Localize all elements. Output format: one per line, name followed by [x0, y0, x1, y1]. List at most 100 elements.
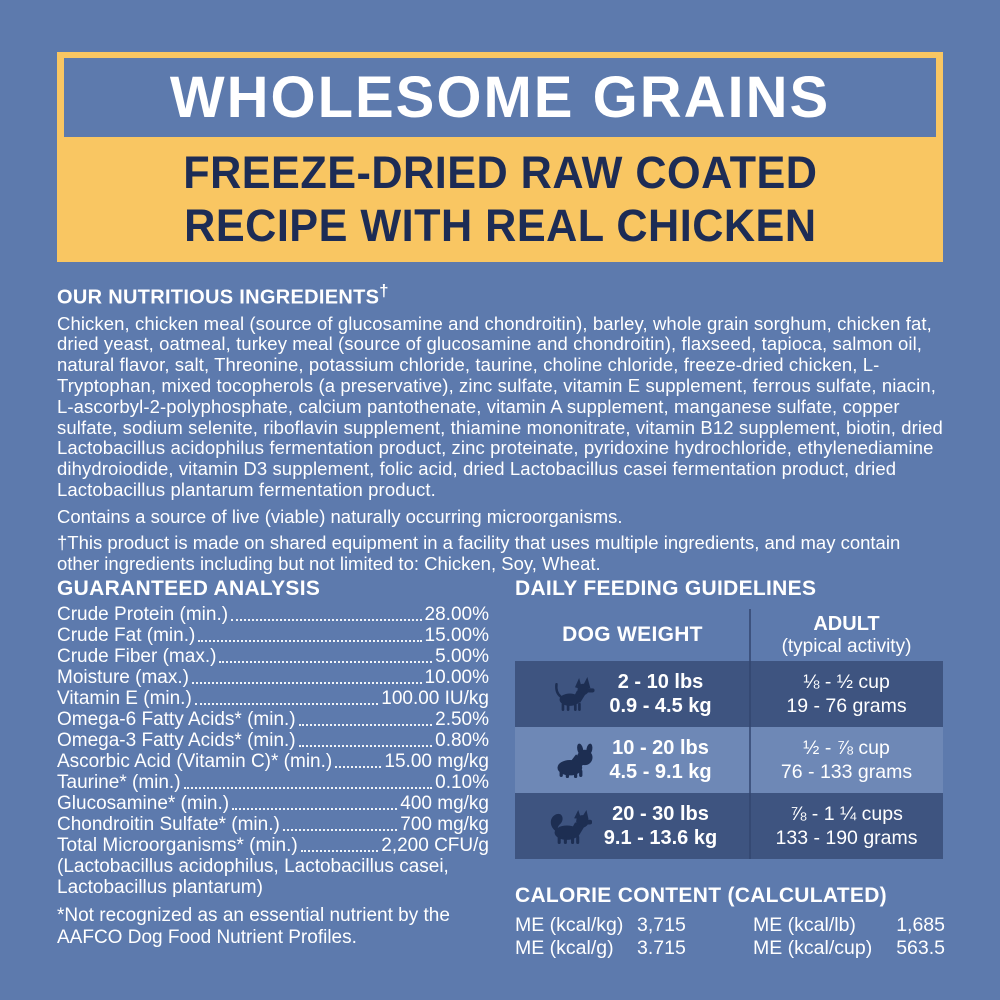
amount-grams: 76 - 133 grams [780, 761, 913, 783]
calorie-label: ME (kcal/cup) [753, 936, 873, 959]
weight-lbs: 20 - 30 lbs [612, 803, 709, 825]
leader-dots [232, 808, 398, 810]
leader-dots [298, 745, 433, 747]
calorie-grid: ME (kcal/kg) 3,715 ME (kcal/lb) 1,685 ME (… [515, 914, 945, 959]
guaranteed-analysis-heading: GUARANTEED ANALYSIS [57, 577, 321, 600]
weight-kg: 0.9 - 4.5 kg [609, 695, 712, 717]
leader-dots [282, 829, 398, 831]
nutrient-value: 10.00% [424, 667, 489, 688]
calorie-content-section: CALORIE CONTENT (CALCULATED) ME (kcal/kg… [515, 884, 945, 959]
nutrient-value: 400 mg/kg [400, 793, 489, 814]
banner-subtitle-line1: FREEZE-DRIED RAW COATED [182, 147, 818, 198]
table-row: 20 - 30 lbs 9.1 - 13.6 kg ⅞ - 1 ¼ cups 1… [515, 793, 943, 859]
table-row: Ascorbic Acid (Vitamin C)* (min.) 15.00 m… [57, 751, 489, 772]
weight-kg: 9.1 - 13.6 kg [603, 827, 718, 849]
adult-header-label: ADULT [813, 612, 880, 635]
amount-cups: ⅛ - ½ cup [803, 671, 890, 693]
ingredients-heading: OUR NUTRITIOUS INGREDIENTS† [57, 281, 947, 310]
table-row: 2 - 10 lbs 0.9 - 4.5 kg ⅛ - ½ cup 19 - 7… [515, 661, 943, 727]
weight-lbs: 2 - 10 lbs [617, 671, 704, 693]
nutrient-label: Omega-6 Fatty Acids* (min.) [57, 709, 296, 730]
amount-grams: 19 - 76 grams [786, 695, 907, 717]
nutrient-value: 28.00% [424, 604, 489, 625]
adult-header-sublabel: (typical activity) [781, 635, 912, 657]
french-bulldog-icon [557, 743, 593, 778]
weight-cell: 2 - 10 lbs 0.9 - 4.5 kg [515, 661, 750, 727]
dog-weight-header: DOG WEIGHT [515, 609, 750, 661]
feeding-table: DOG WEIGHT ADULT (typical activity) [515, 609, 943, 859]
nutrient-label: Taurine* (min.) [57, 772, 181, 793]
calorie-entry: ME (kcal/lb) 1,685 [753, 914, 945, 937]
viable-microorganisms-note: Contains a source of live (viable) natur… [57, 505, 623, 527]
nutrient-value: 700 mg/kg [400, 814, 489, 835]
leader-dots [231, 619, 422, 621]
aafco-footnote: *Not recognized as an essential nutrient… [57, 905, 450, 948]
leader-dots [183, 787, 433, 789]
nutrient-label: Vitamin E (min.) [57, 688, 192, 709]
ingredients-section: OUR NUTRITIOUS INGREDIENTS† Chicken, chi… [57, 281, 947, 575]
nutrient-value: 15.00% [424, 625, 489, 646]
leader-dots [298, 724, 433, 726]
leader-dots [300, 850, 379, 852]
banner-title-box: WHOLESOME GRAINS [64, 58, 936, 137]
calorie-label: ME (kcal/lb) [753, 914, 856, 936]
amount-cups: ⅞ - 1 ¼ cups [790, 803, 903, 825]
amount-cell: ⅞ - 1 ¼ cups 133 - 190 grams [750, 793, 943, 859]
nutrient-value: 0.80% [435, 730, 489, 751]
amount-cell: ½ - ⅞ cup 76 - 133 grams [750, 727, 943, 793]
banner-title: WHOLESOME GRAINS [169, 65, 831, 130]
weight-cell: 20 - 30 lbs 9.1 - 13.6 kg [515, 793, 750, 859]
table-row: Crude Protein (min.) 28.00% [57, 604, 489, 625]
calorie-label: ME (kcal/kg) [515, 914, 624, 936]
amount-cups: ½ - ⅞ cup [803, 737, 890, 759]
table-row: Taurine* (min.) 0.10% [57, 772, 489, 793]
dagger-mark: † [379, 281, 389, 300]
nutrient-label: Chondroitin Sulfate* (min.) [57, 814, 280, 835]
guaranteed-analysis-rows: Crude Protein (min.) 28.00% Crude Fat (mi… [57, 604, 489, 856]
leader-dots [219, 661, 433, 663]
leader-dots [191, 682, 422, 684]
microorganisms-species-note: (Lactobacillus acidophilus, Lactobacillu… [57, 856, 449, 898]
dog-weight-header-label: DOG WEIGHT [562, 623, 703, 646]
calorie-entry: ME (kcal/kg) 3,715 [515, 914, 739, 937]
calorie-content-heading: CALORIE CONTENT (CALCULATED) [515, 884, 887, 907]
leader-dots [194, 703, 379, 705]
adult-header: ADULT (typical activity) [750, 609, 943, 661]
shared-equipment-footnote: †This product is made on shared equipmen… [57, 531, 901, 575]
weight-kg: 4.5 - 9.1 kg [609, 761, 712, 783]
ingredients-heading-text: OUR NUTRITIOUS INGREDIENTS [57, 286, 380, 309]
banner-subtitle-line2: RECIPE WITH REAL CHICKEN [183, 200, 817, 251]
table-row: Total Microorganisms* (min.) 2,200 CFU/g [57, 835, 489, 856]
calorie-value: 1,685 [896, 914, 945, 936]
guaranteed-analysis-section: GUARANTEED ANALYSIS Crude Protein (min.)… [57, 577, 489, 949]
leader-dots [335, 766, 382, 768]
nutrient-label: Crude Fat (min.) [57, 625, 196, 646]
nutrient-value: 100.00 IU/kg [381, 688, 489, 709]
nutrient-label: Moisture (max.) [57, 667, 189, 688]
table-row: 10 - 20 lbs 4.5 - 9.1 kg ½ - ⅞ cup 76 - … [515, 727, 943, 793]
table-row: Glucosamine* (min.) 400 mg/kg [57, 793, 489, 814]
husky-icon [550, 809, 592, 844]
ingredients-list: Chicken, chicken meal (source of glucosa… [57, 312, 943, 501]
nutrient-label: Crude Fiber (max.) [57, 646, 217, 667]
calorie-value: 563.5 [896, 936, 945, 959]
weight-cell: 10 - 20 lbs 4.5 - 9.1 kg [515, 727, 750, 793]
table-row: Vitamin E (min.) 100.00 IU/kg [57, 688, 489, 709]
nutrient-value: 2.50% [435, 709, 489, 730]
table-row: Moisture (max.) 10.00% [57, 667, 489, 688]
feeding-guidelines-section: DAILY FEEDING GUIDELINES DOG WEIGHT ADUL… [515, 577, 943, 859]
table-row: Omega-6 Fatty Acids* (min.) 2.50% [57, 709, 489, 730]
leader-dots [198, 640, 422, 642]
nutrient-label: Ascorbic Acid (Vitamin C)* (min.) [57, 751, 333, 772]
chihuahua-icon [555, 676, 595, 711]
table-row: Crude Fat (min.) 15.00% [57, 625, 489, 646]
calorie-entry: ME (kcal/g) 3.715 [515, 937, 739, 960]
nutrient-value: 5.00% [435, 646, 489, 667]
top-banner: WHOLESOME GRAINS FREEZE-DRIED RAW COATED… [57, 52, 943, 262]
table-row: Chondroitin Sulfate* (min.) 700 mg/kg [57, 814, 489, 835]
amount-grams: 133 - 190 grams [775, 827, 918, 849]
nutrient-label: Crude Protein (min.) [57, 604, 229, 625]
nutrient-value: 2,200 CFU/g [381, 835, 489, 856]
table-row: Crude Fiber (max.) 5.00% [57, 646, 489, 667]
calorie-entry: ME (kcal/cup) 563.5 [753, 937, 945, 960]
